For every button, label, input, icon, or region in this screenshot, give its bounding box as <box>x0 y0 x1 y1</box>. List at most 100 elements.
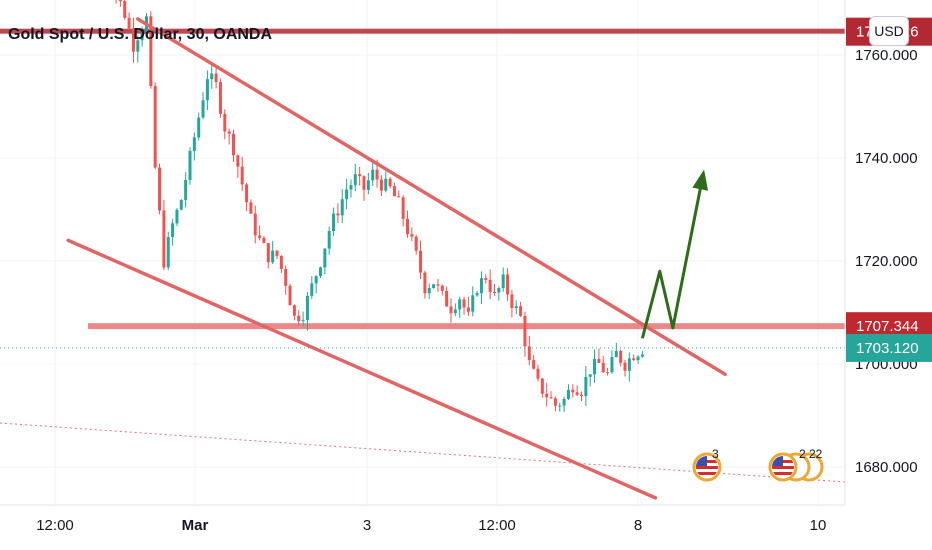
candle-body <box>545 393 549 398</box>
candle-body <box>188 150 192 180</box>
candle-body <box>493 292 496 294</box>
candle-body <box>227 131 231 134</box>
candle-body <box>240 166 244 185</box>
y-tick-label: 1680.000 <box>855 459 918 476</box>
candle-body <box>566 389 570 399</box>
candle-body <box>536 368 540 379</box>
y-tick-label: 1740.000 <box>855 150 918 167</box>
us-flag-event-icon-group[interactable] <box>768 452 824 482</box>
candle-body <box>436 284 440 286</box>
candle-body <box>266 243 270 263</box>
candle-body <box>171 223 175 238</box>
candle-body <box>632 358 636 361</box>
candle-body <box>149 16 153 87</box>
candle-body <box>462 299 466 308</box>
candle-body <box>179 199 183 210</box>
candle-body <box>514 306 518 309</box>
candle-body <box>288 285 292 306</box>
candle-body <box>553 398 557 406</box>
candle-body <box>140 31 144 41</box>
candle-body <box>284 268 288 286</box>
candle-body <box>606 372 610 374</box>
candle-body <box>401 197 405 219</box>
event-label-3: 22 <box>809 447 823 461</box>
x-tick-label: 12:00 <box>478 517 516 534</box>
x-tick-label: 12:00 <box>36 517 74 534</box>
candle-body <box>627 358 631 371</box>
x-tick-label: Mar <box>182 517 209 534</box>
candle-body <box>175 209 179 224</box>
candle-body <box>506 274 510 295</box>
candle-body <box>510 294 514 309</box>
candle-body <box>458 299 462 310</box>
x-tick-label: 8 <box>634 517 642 534</box>
candle-body <box>414 236 418 251</box>
candle-body <box>123 1 127 18</box>
candle-body <box>432 284 436 289</box>
candle-body <box>353 174 357 186</box>
candle-body <box>597 358 601 363</box>
support-level-line <box>88 323 845 330</box>
currency-button[interactable]: USD <box>869 16 909 46</box>
candle-body <box>466 307 470 312</box>
candle-body <box>384 178 388 191</box>
candle-body <box>158 167 162 211</box>
candle-body <box>488 279 492 293</box>
us-flag-event-icon[interactable] <box>692 452 722 482</box>
candle-body <box>484 278 488 280</box>
candle-body <box>271 250 275 263</box>
grid <box>0 0 845 505</box>
candle-body <box>453 309 457 314</box>
candle-body <box>232 133 235 156</box>
candle-body <box>475 293 479 296</box>
candle-body <box>249 202 253 214</box>
candle-body <box>314 276 318 284</box>
candle-body <box>332 213 336 232</box>
candle-body <box>301 320 305 322</box>
y-tick-label: 1720.000 <box>855 253 918 270</box>
candle-body <box>614 350 618 358</box>
candle-body <box>388 178 392 187</box>
lower-channel-line <box>66 238 658 500</box>
x-tick-label: 3 <box>363 517 371 534</box>
candle-body <box>223 113 227 132</box>
candle-body <box>236 155 240 167</box>
candle-body <box>127 17 131 29</box>
candle-body <box>345 189 349 200</box>
candle-body <box>371 169 375 181</box>
candle-body <box>588 374 592 377</box>
candle-body <box>210 73 214 80</box>
candle-body <box>479 278 483 294</box>
candle-body <box>245 184 249 203</box>
horizontal-levels <box>0 28 845 330</box>
candle-body <box>406 218 409 235</box>
candle-body <box>636 356 640 361</box>
candle-body <box>419 250 423 273</box>
time-axis: 12:00 Mar 3 12:00 8 10 <box>36 517 826 534</box>
candle-body <box>619 350 623 363</box>
x-tick-label: 10 <box>810 517 827 534</box>
candle-body <box>610 357 614 373</box>
candle-body <box>471 295 475 312</box>
candle-body <box>205 79 209 101</box>
candle-body <box>532 360 536 369</box>
candle-body <box>184 179 188 200</box>
forecast-arrow-head <box>692 169 709 191</box>
candle-body <box>118 0 122 2</box>
candle-body <box>558 405 562 407</box>
candle-body <box>575 392 579 395</box>
candle-body <box>362 176 366 190</box>
candle-body <box>201 100 205 118</box>
candle-body <box>279 255 283 269</box>
candle-body <box>305 295 309 321</box>
candle-body <box>449 306 453 314</box>
candle-body <box>593 358 597 375</box>
candle-body <box>366 180 370 190</box>
candle-body <box>192 137 196 151</box>
candle-body <box>136 40 140 52</box>
candle-body <box>427 288 431 294</box>
candle-body <box>310 283 314 296</box>
candle-body <box>323 248 327 268</box>
candle-body <box>253 213 257 236</box>
candle-body <box>153 86 157 168</box>
